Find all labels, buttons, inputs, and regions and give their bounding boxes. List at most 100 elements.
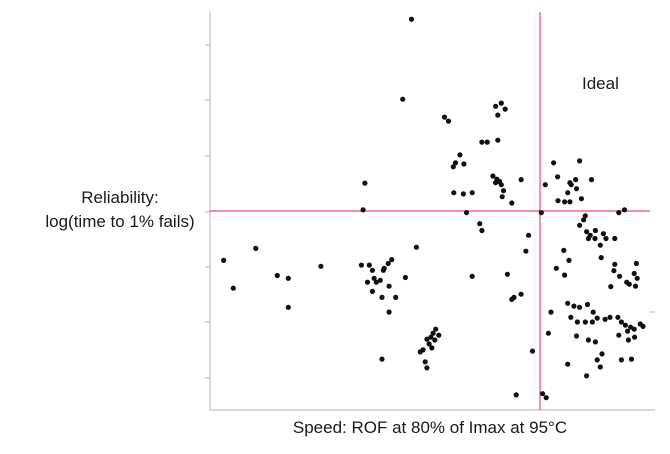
data-point-1 — [400, 96, 406, 102]
data-point-108 — [529, 348, 536, 354]
data-point-97 — [573, 333, 580, 339]
data-point-27 — [463, 210, 470, 216]
data-point-60 — [616, 210, 622, 216]
data-point-9 — [484, 139, 490, 145]
data-point-62 — [597, 242, 603, 248]
data-point-135 — [381, 265, 387, 271]
data-point-109 — [540, 391, 546, 397]
data-point-128 — [377, 277, 383, 283]
data-point-106 — [584, 373, 590, 379]
data-point-130 — [379, 294, 385, 300]
data-point-122 — [366, 262, 372, 268]
data-point-91 — [631, 326, 637, 332]
data-point-80 — [574, 319, 581, 325]
data-point-50 — [581, 217, 587, 223]
data-point-90 — [625, 328, 631, 334]
data-point-14 — [452, 160, 459, 166]
data-point-7 — [502, 106, 508, 112]
data-point-75 — [571, 303, 577, 309]
data-point-68 — [626, 281, 632, 287]
data-point-121 — [358, 262, 364, 268]
data-point-73 — [598, 255, 604, 261]
data-point-12 — [461, 161, 467, 167]
y-axis-ticks — [205, 44, 210, 379]
data-point-147 — [436, 332, 442, 338]
data-point-72 — [632, 283, 639, 289]
data-point-3 — [445, 118, 452, 124]
data-point-157 — [379, 356, 385, 362]
data-point-69 — [631, 270, 637, 277]
data-point-143 — [285, 304, 291, 310]
data-point-70 — [633, 260, 640, 267]
data-point-155 — [422, 359, 428, 365]
data-point-158 — [469, 273, 475, 279]
y-axis-label: Reliability: log(time to 1% fails) — [30, 186, 210, 234]
data-point-107 — [545, 330, 552, 336]
data-point-65 — [617, 273, 623, 279]
data-point-112 — [548, 309, 554, 315]
data-point-149 — [424, 336, 430, 342]
data-point-159 — [509, 296, 515, 302]
data-point-31 — [523, 248, 529, 254]
data-point-53 — [592, 227, 599, 234]
data-point-23 — [460, 191, 466, 197]
y-axis-label-line-2: log(time to 1% fails) — [45, 212, 195, 231]
data-point-139 — [230, 285, 236, 291]
data-point-25 — [469, 190, 475, 196]
data-point-29 — [479, 227, 485, 234]
data-point-11 — [457, 152, 463, 158]
data-point-71 — [634, 275, 640, 281]
data-point-22 — [518, 177, 524, 183]
data-point-137 — [413, 244, 419, 250]
data-point-57 — [600, 231, 607, 237]
data-point-100 — [599, 351, 605, 357]
data-point-24 — [451, 190, 457, 196]
data-point-21 — [499, 194, 505, 200]
data-point-2 — [441, 114, 448, 120]
data-point-44 — [565, 190, 571, 196]
data-point-115 — [553, 265, 559, 271]
data-point-114 — [566, 257, 572, 263]
data-point-133 — [402, 274, 408, 281]
data-point-83 — [594, 315, 600, 321]
data-point-140 — [253, 245, 259, 251]
data-point-125 — [369, 267, 375, 273]
data-point-79 — [568, 314, 574, 320]
data-point-95 — [625, 337, 632, 343]
data-point-63 — [612, 261, 618, 267]
data-point-134 — [389, 257, 395, 263]
data-point-120 — [318, 263, 324, 269]
data-point-59 — [612, 235, 618, 242]
data-point-43 — [573, 186, 580, 192]
data-point-145 — [430, 330, 436, 336]
data-point-94 — [632, 334, 638, 340]
data-point-6 — [493, 103, 499, 109]
data-point-123 — [364, 279, 371, 285]
data-point-5 — [495, 112, 501, 118]
data-point-40 — [573, 177, 579, 183]
data-point-35 — [551, 160, 557, 166]
data-point-102 — [618, 357, 625, 363]
data-point-99 — [592, 339, 599, 345]
data-point-127 — [369, 288, 375, 294]
data-point-144 — [386, 309, 392, 315]
data-point-154 — [417, 349, 423, 355]
data-point-87 — [618, 319, 625, 325]
ideal-quadrant-label: Ideal — [582, 74, 619, 93]
data-point-52 — [584, 229, 590, 235]
data-point-136 — [385, 260, 391, 267]
data-point-55 — [587, 232, 593, 238]
data-point-34 — [538, 210, 544, 216]
data-point-81 — [582, 319, 588, 325]
data-point-141 — [274, 272, 280, 279]
data-point-124 — [373, 279, 379, 285]
data-point-156 — [424, 365, 430, 371]
data-point-85 — [607, 314, 613, 320]
data-point-28 — [477, 221, 483, 227]
data-point-42 — [588, 177, 595, 183]
data-point-82 — [589, 319, 596, 325]
data-point-138 — [221, 257, 227, 263]
data-point-101 — [594, 357, 600, 363]
data-point-13 — [450, 164, 456, 170]
